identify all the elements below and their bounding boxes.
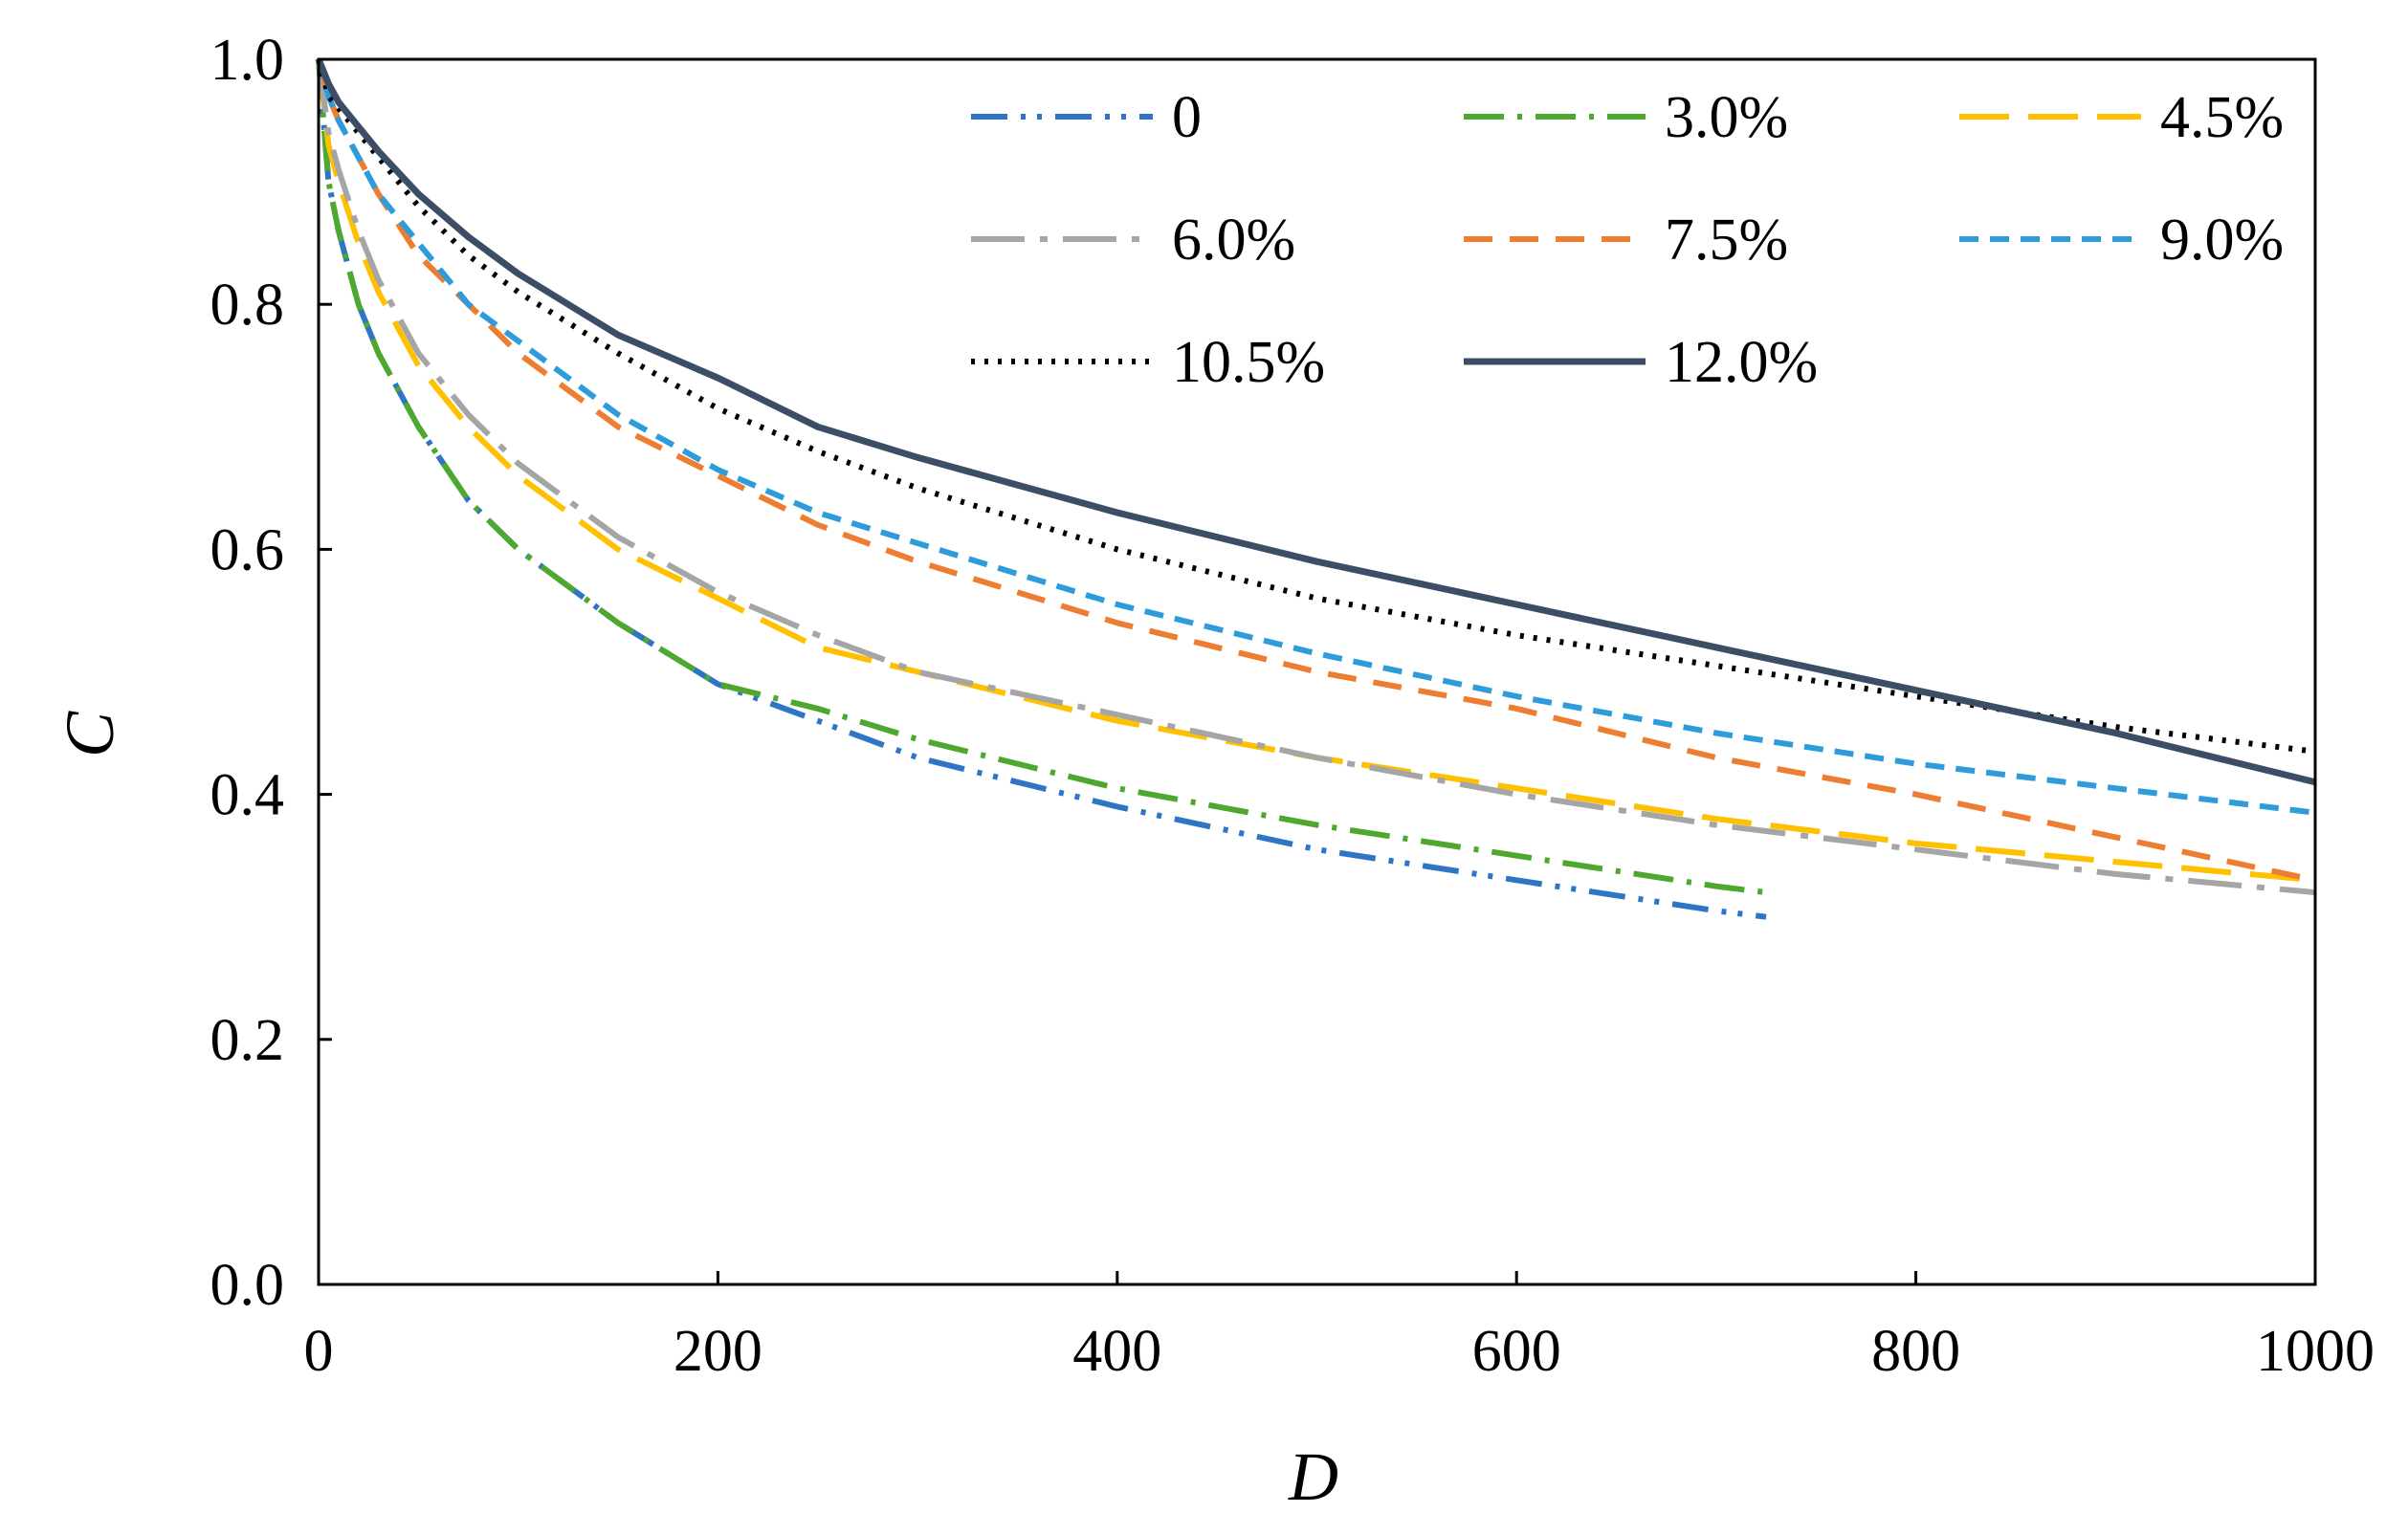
legend-label-0: 0 <box>1172 85 1202 150</box>
series-line-1 <box>316 58 1767 896</box>
x-axis-title: D <box>1288 1438 1338 1515</box>
legend-label-6: 10.5% <box>1172 330 1325 395</box>
x-tick-label: 600 <box>1472 1319 1561 1384</box>
y-tick-label: 0.2 <box>210 1008 285 1073</box>
y-tick-label: 0.8 <box>210 273 285 338</box>
legend-label-2: 4.5% <box>2160 85 2284 150</box>
series-layer <box>315 57 2316 920</box>
series-line-3 <box>316 58 2316 896</box>
y-tick-label: 0.6 <box>210 517 285 582</box>
plot-frame <box>317 57 2317 1286</box>
x-tick-label: 1000 <box>2256 1319 2375 1384</box>
series-line-5 <box>316 58 2316 816</box>
legend-label-7: 12.0% <box>1665 330 1818 395</box>
tick-layer: 0 200 400 600 800 1000 0.0 0.2 0.4 0.6 0.8 1.0 <box>210 28 2375 1384</box>
legend-label-5: 9.0% <box>2160 208 2284 273</box>
axes-frame <box>317 57 2317 1286</box>
y-axis-title: C <box>52 711 128 757</box>
y-tick-label: 0.4 <box>210 763 285 828</box>
legend-label-4: 7.5% <box>1665 208 1788 273</box>
y-tick-label: 0.0 <box>210 1253 285 1318</box>
legend-label-1: 3.0% <box>1665 85 1788 150</box>
series-line-2 <box>316 58 2316 884</box>
series-line-7 <box>315 57 2316 786</box>
x-tick-label: 0 <box>304 1319 334 1384</box>
legend-label-3: 6.0% <box>1172 208 1295 273</box>
x-tick-label: 400 <box>1072 1319 1161 1384</box>
x-tick-label: 800 <box>1871 1319 1960 1384</box>
y-tick-label: 1.0 <box>210 28 285 93</box>
x-tick-label: 200 <box>674 1319 762 1384</box>
legend: 0 3.0% 4.5% 6.0% 7.5% 9.0% 10.5% 12.0% <box>971 85 2284 395</box>
